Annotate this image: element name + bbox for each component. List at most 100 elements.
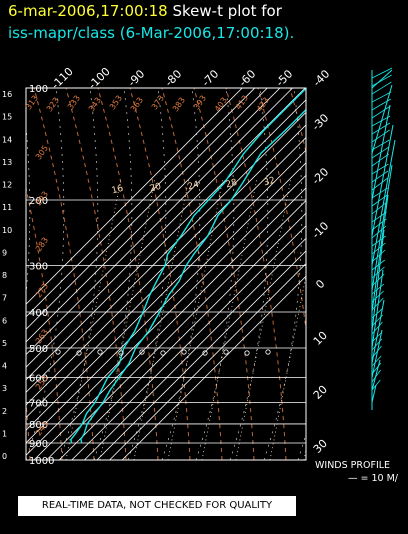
temp-top-label: -90 [125, 67, 147, 89]
wind-barb [371, 139, 396, 266]
theta-label: 373 [150, 94, 166, 112]
moist-adiabat [161, 88, 201, 460]
isotherm [26, 88, 268, 330]
dry-adiabat [322, 88, 382, 460]
theta-e-marker [118, 350, 124, 356]
altitude-label: 9 [2, 248, 7, 257]
wind-barb [371, 345, 382, 359]
isotherm [26, 124, 306, 406]
temp-right-label: -20 [309, 165, 331, 187]
theta-e-marker [160, 350, 166, 356]
wind-barb [371, 249, 386, 263]
mixing-ratio-line [167, 177, 224, 460]
wind-barb [371, 297, 384, 311]
wind-barb [371, 194, 388, 207]
wind-barb [371, 91, 392, 103]
mixing-ratio-line [303, 447, 306, 460]
mixing-ratio-label: 16 [111, 184, 125, 197]
wind-barb [371, 163, 389, 175]
dry-adiabat [289, 88, 306, 155]
isotherm [26, 111, 306, 393]
theta-e-marker [97, 349, 103, 355]
temp-top-label: -40 [310, 67, 332, 89]
theta-label: 273 [34, 282, 50, 300]
isotherm [26, 88, 243, 305]
plot-area [26, 88, 382, 460]
wind-barb [371, 69, 393, 89]
wind-barb [371, 146, 390, 159]
altitude-label: 0 [2, 452, 7, 461]
wind-barb [371, 153, 389, 167]
dry-adiabat [257, 88, 306, 334]
pressure-label: 900 [29, 439, 48, 450]
wind-barb [371, 194, 389, 313]
winds-profile-label: WINDS PROFILE [315, 460, 391, 471]
wind-barb [371, 273, 385, 287]
wind-barb [371, 201, 388, 215]
altitude-label: 14 [2, 135, 12, 144]
isotherm [26, 136, 306, 419]
wind-barb [371, 359, 381, 391]
dry-adiabat [97, 88, 159, 460]
temp-right-label: -30 [309, 111, 331, 133]
wind-barb [371, 299, 385, 364]
temp-right-label: 30 [311, 437, 330, 456]
mixing-ratio-label: 20 [149, 182, 163, 195]
mixing-ratio-label: 32 [263, 176, 277, 189]
isotherm [26, 149, 306, 431]
wind-barb [371, 290, 384, 303]
altitude-label: 12 [2, 181, 12, 190]
altitude-label: 15 [2, 113, 12, 122]
theta-label: 305 [34, 144, 50, 162]
moist-adiabat [127, 88, 167, 460]
chart-subtitle: iss-mapr/class (6-Mar-2006,17:00:18). [8, 24, 295, 42]
altitude-label: 13 [2, 158, 12, 167]
wind-barb [371, 338, 383, 351]
winds-scale-label: — = 10 M/ [348, 473, 399, 484]
wind-barb [371, 122, 391, 135]
wind-barb [371, 384, 377, 403]
isotherm [121, 275, 306, 460]
dry-adiabat [225, 88, 287, 460]
mixing-ratio-line [99, 177, 156, 460]
wind-barb [371, 259, 386, 271]
pressure-label: 300 [29, 261, 48, 272]
wind-barb [371, 170, 389, 183]
wind-barb [371, 369, 381, 383]
isotherm [71, 225, 306, 460]
wind-barb [371, 164, 393, 291]
moist-adiabat [26, 88, 65, 460]
wind-barb [371, 84, 393, 154]
series-line [80, 108, 306, 444]
dry-adiabat [161, 88, 223, 460]
isotherm [84, 237, 306, 460]
temp-right-label: 10 [311, 329, 330, 348]
temp-right-label: 20 [311, 383, 330, 402]
theta-label: 413 [234, 94, 250, 112]
theta-label: 353 [108, 94, 124, 112]
isotherm [26, 88, 293, 356]
theta-label: 343 [87, 96, 103, 114]
theta-e-marker [265, 349, 271, 355]
moist-adiabat [26, 122, 31, 299]
pressure-label: 1000 [29, 456, 54, 467]
wind-barb [371, 187, 388, 199]
isotherm [26, 162, 306, 444]
wind-barb [371, 307, 384, 319]
wind-barb [371, 139, 390, 151]
mixing-ratio-line [269, 273, 306, 460]
wind-barb [371, 283, 385, 295]
pressure-label: 500 [29, 344, 48, 355]
quality-notice: REAL-TIME DATA, NOT CHECKED FOR QUALITY [18, 496, 296, 516]
isotherm [26, 88, 256, 318]
wind-barb [371, 355, 382, 367]
series-line [70, 88, 306, 444]
moist-adiabat [332, 88, 370, 460]
wind-barb [371, 211, 387, 223]
pressure-label: 600 [29, 373, 48, 384]
wind-barb [371, 321, 383, 335]
dry-adiabat [193, 88, 255, 460]
wind-barb [371, 67, 393, 79]
temp-top-label: -80 [162, 67, 184, 89]
